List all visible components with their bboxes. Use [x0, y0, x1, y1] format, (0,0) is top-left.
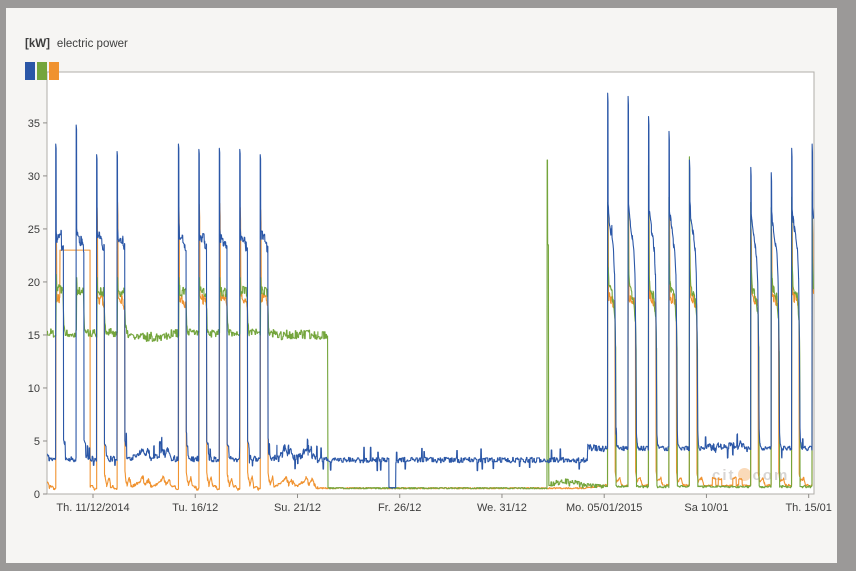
axes: 0 5 10 15 20 25 30 35 Th. 11/12/2014 Tu. 16/12 Su.… — [28, 71, 832, 514]
y-tick-label: 30 — [28, 171, 40, 183]
y-tick-label: 10 — [28, 383, 40, 395]
x-tick-label: Tu. 16/12 — [172, 502, 218, 514]
plot-border — [46, 71, 815, 495]
unit-label: [kW] — [25, 38, 50, 50]
plot-background — [47, 72, 814, 494]
y-tick-label: 5 — [34, 436, 40, 448]
watermark: cit com — [712, 467, 789, 484]
series-blue-line — [47, 92, 814, 489]
x-tick-label: Su. 21/12 — [274, 502, 321, 514]
x-tick-label: Mo. 05/01/2015 — [566, 502, 642, 514]
x-tick-label: Th. 15/01 — [785, 502, 831, 514]
watermark-text-left: cit — [712, 467, 736, 484]
y-tick-label: 35 — [28, 118, 40, 130]
chart-header: [kW] electric power — [25, 38, 128, 50]
x-tick-label: Th. 11/12/2014 — [56, 502, 129, 514]
series-group — [47, 92, 814, 491]
legend — [25, 62, 59, 80]
y-tick-label: 25 — [28, 224, 40, 236]
chart-title: electric power — [56, 38, 128, 50]
x-axis: Th. 11/12/2014 Tu. 16/12 Su. 21/12 Fr. 26/1… — [56, 494, 832, 514]
legend-swatch-green[interactable] — [37, 62, 47, 80]
x-tick-label: Sa 10/01 — [684, 502, 728, 514]
y-tick-label: 20 — [28, 277, 40, 289]
legend-swatch-blue[interactable] — [25, 62, 35, 80]
chart-canvas: [kW] electric power cit com 0 5 10 15 20 25 30 35… — [6, 8, 837, 563]
x-tick-label: We. 31/12 — [477, 502, 527, 514]
legend-swatch-orange[interactable] — [49, 62, 59, 80]
watermark-dot-icon — [737, 468, 751, 481]
chart-plot: 0 5 10 15 20 25 30 35 Th. 11/12/2014 Tu. 16/12 Su.… — [28, 71, 832, 514]
y-tick-label: 0 — [34, 489, 40, 501]
y-tick-label: 15 — [28, 330, 40, 342]
x-tick-label: Fr. 26/12 — [378, 502, 421, 514]
y-axis: 0 5 10 15 20 25 30 35 — [28, 118, 47, 501]
